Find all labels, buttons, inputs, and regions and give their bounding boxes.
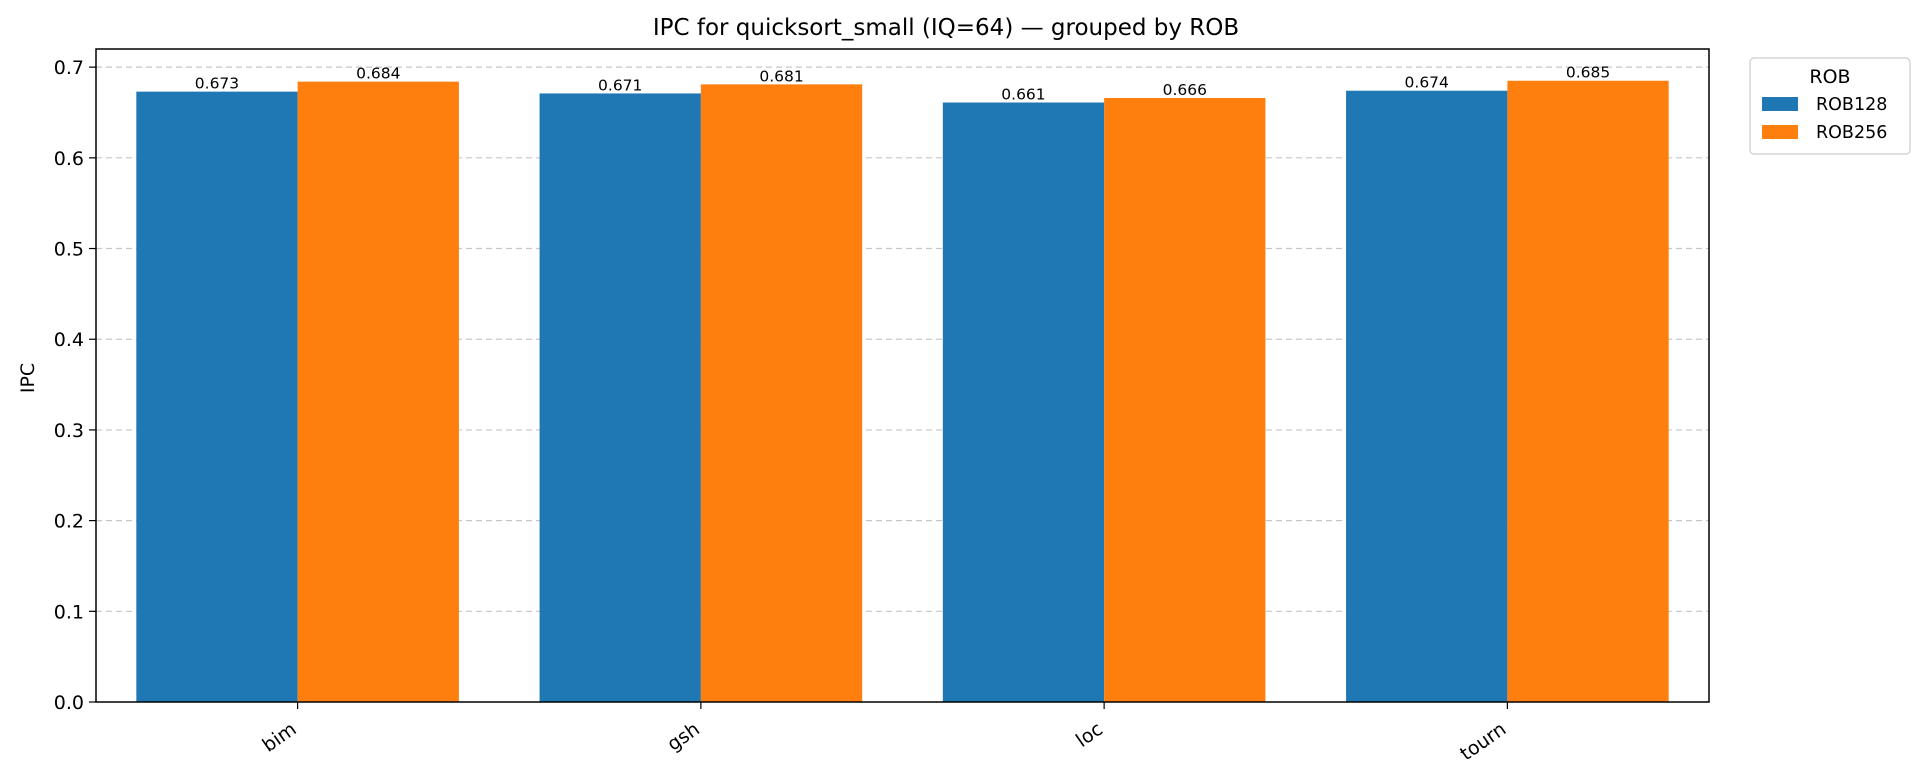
bar-rob256-gsh	[700, 84, 863, 702]
y-axis-ticks: 0.0 0.1 0.2 0.3 0.4 0.5 0.6 0.7	[54, 57, 96, 714]
x-tick-label: tourn	[1456, 718, 1510, 765]
y-tick-label: 0.6	[54, 148, 84, 170]
legend-title: ROB	[1809, 66, 1850, 88]
legend-label: ROB128	[1816, 95, 1887, 115]
x-tick-label: gsh	[663, 718, 703, 756]
value-label: 0.673	[195, 75, 239, 93]
x-axis-ticks: bim gsh loc tourn	[258, 702, 1510, 765]
y-tick-label: 0.2	[54, 511, 84, 533]
y-tick-label: 0.7	[54, 57, 84, 79]
bar-rob128-bim	[136, 91, 298, 702]
value-label: 0.685	[1566, 64, 1610, 82]
bar-rob128-gsh	[539, 93, 701, 702]
y-tick-label: 0.0	[54, 692, 84, 714]
value-label: 0.681	[759, 67, 803, 85]
bar-rob128-loc	[942, 102, 1105, 703]
bar-rob128-tourn	[1346, 90, 1508, 703]
value-labels: 0.673 0.684 0.671 0.681 0.661 0.666 0.674 0.685	[195, 64, 1610, 104]
y-tick-label: 0.4	[54, 329, 84, 351]
bar-rob256-tourn	[1507, 80, 1669, 703]
bar-rob256-bim	[297, 81, 459, 702]
value-label: 0.674	[1405, 74, 1449, 92]
bars	[136, 80, 1669, 703]
x-tick-label: loc	[1072, 718, 1107, 752]
value-label: 0.661	[1001, 86, 1045, 104]
chart-title: IPC for quicksort_small (IQ=64) — groupe…	[653, 15, 1239, 41]
y-tick-label: 0.3	[54, 420, 84, 442]
y-tick-label: 0.1	[54, 601, 84, 623]
legend: ROB ROB128 ROB256	[1749, 57, 1911, 155]
bar-rob256-loc	[1104, 97, 1266, 703]
value-label: 0.671	[598, 76, 642, 94]
legend-items: ROB128 ROB256	[1762, 95, 1887, 143]
x-tick-label: bim	[258, 718, 300, 757]
plot-frame	[95, 48, 1710, 703]
value-label: 0.684	[356, 65, 400, 83]
y-axis-label: IPC	[17, 363, 39, 393]
legend-label: ROB256	[1816, 123, 1887, 143]
legend-swatch	[1762, 125, 1798, 139]
y-tick-label: 0.5	[54, 239, 84, 261]
legend-swatch	[1762, 97, 1798, 111]
value-label: 0.666	[1163, 81, 1207, 99]
